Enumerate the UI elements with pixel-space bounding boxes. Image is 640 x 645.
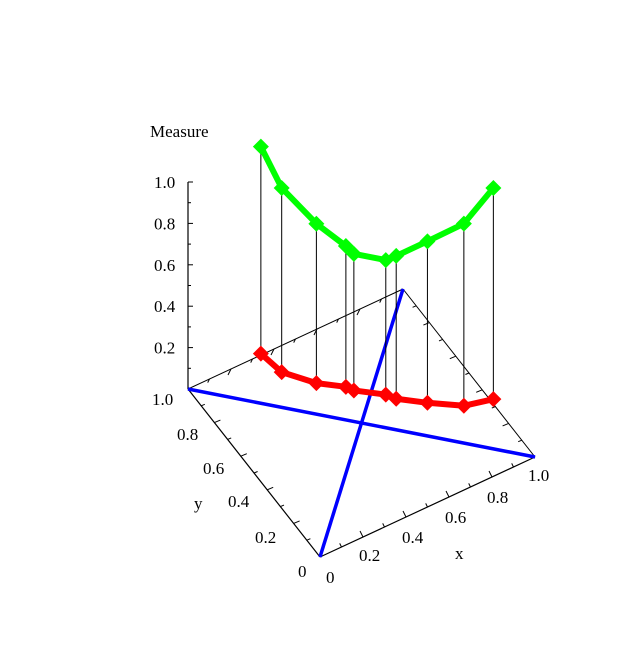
x-tick	[425, 503, 428, 508]
diamond-marker	[485, 391, 502, 408]
diagonal-line	[187, 387, 536, 459]
back-x-tick	[250, 358, 253, 363]
y-tick	[306, 538, 311, 541]
axes	[187, 181, 536, 558]
y-tick-label: 1.0	[152, 390, 173, 409]
x-tick-label: 0.6	[445, 508, 466, 527]
series	[252, 138, 502, 414]
y-tick-label: 0	[298, 562, 307, 581]
diamond-marker	[388, 247, 405, 264]
x-tick	[511, 463, 514, 468]
y-tick-label: 0.2	[255, 528, 276, 547]
y-tick	[214, 419, 221, 424]
x-tick	[488, 470, 493, 478]
diagonal-lines	[187, 288, 536, 558]
diamond-marker	[419, 394, 436, 411]
series-line-0	[258, 145, 496, 264]
z-tick-label: 0.4	[154, 297, 176, 316]
diamond-marker	[345, 382, 362, 399]
diamond-marker	[419, 233, 436, 250]
stems	[260, 146, 494, 406]
x-tick-label: 0.4	[402, 528, 424, 547]
tick-labels: 00.20.40.60.81.000.20.40.60.81.00.20.40.…	[152, 173, 549, 587]
back-y-tick	[438, 338, 443, 342]
diamond-marker	[273, 364, 290, 381]
x-tick	[445, 490, 450, 498]
x-tick-label: 1.0	[528, 466, 549, 485]
y-tick-label: 0.8	[177, 425, 198, 444]
back-y-tick	[518, 439, 522, 443]
x-tick	[468, 483, 471, 488]
y-axis-label: y	[194, 494, 203, 513]
back-x-tick	[356, 308, 361, 316]
series-line-1	[258, 351, 495, 409]
back-y-tick	[502, 422, 509, 427]
diamond-marker	[485, 180, 502, 197]
x-tick	[402, 510, 407, 518]
x-tick	[382, 523, 385, 528]
z-tick-label: 0.6	[154, 256, 175, 275]
back-x-tick	[270, 348, 275, 356]
back-y-tick	[412, 305, 417, 308]
back-x-tick	[227, 368, 232, 376]
back-x-tick	[336, 318, 339, 323]
diamond-marker	[388, 390, 405, 407]
z-tick-label: 0.8	[154, 214, 175, 233]
back-y-tick	[465, 372, 470, 375]
y-tick	[201, 403, 205, 407]
back-y-tick	[423, 322, 430, 326]
z-tick-label: 1.0	[154, 173, 175, 192]
back-y-tick	[476, 389, 483, 393]
x-tick-label: 0.2	[359, 546, 380, 565]
diamond-marker	[455, 215, 472, 232]
y-tick	[293, 520, 300, 524]
back-y-tick	[449, 355, 456, 360]
diamond-marker	[308, 215, 325, 232]
back-x-tick	[379, 298, 382, 303]
y-tick	[227, 437, 232, 440]
x-tick-label: 0.8	[487, 488, 508, 507]
back-y-tick	[491, 406, 496, 409]
x-axis-label: x	[455, 544, 464, 563]
diamond-marker	[252, 138, 269, 155]
y-tick	[267, 486, 274, 491]
diamond-marker	[455, 397, 472, 414]
diamond-marker	[345, 245, 362, 262]
z-axis-label: Measure	[150, 122, 209, 141]
back-x-tick	[293, 338, 296, 343]
y-tick	[280, 504, 285, 508]
y-tick-label: 0.4	[228, 492, 250, 511]
x-tick	[339, 543, 342, 548]
y-tick	[240, 453, 247, 457]
diamond-marker	[252, 345, 269, 362]
back-x-tick	[207, 378, 210, 383]
diamond-marker	[273, 179, 290, 196]
x-tick-label: 0	[326, 568, 335, 587]
y-tick	[253, 471, 258, 474]
y-tick-label: 0.6	[203, 459, 224, 478]
diamond-marker	[308, 375, 325, 392]
z-tick-label: 0.2	[154, 339, 175, 358]
x-tick	[359, 530, 364, 538]
